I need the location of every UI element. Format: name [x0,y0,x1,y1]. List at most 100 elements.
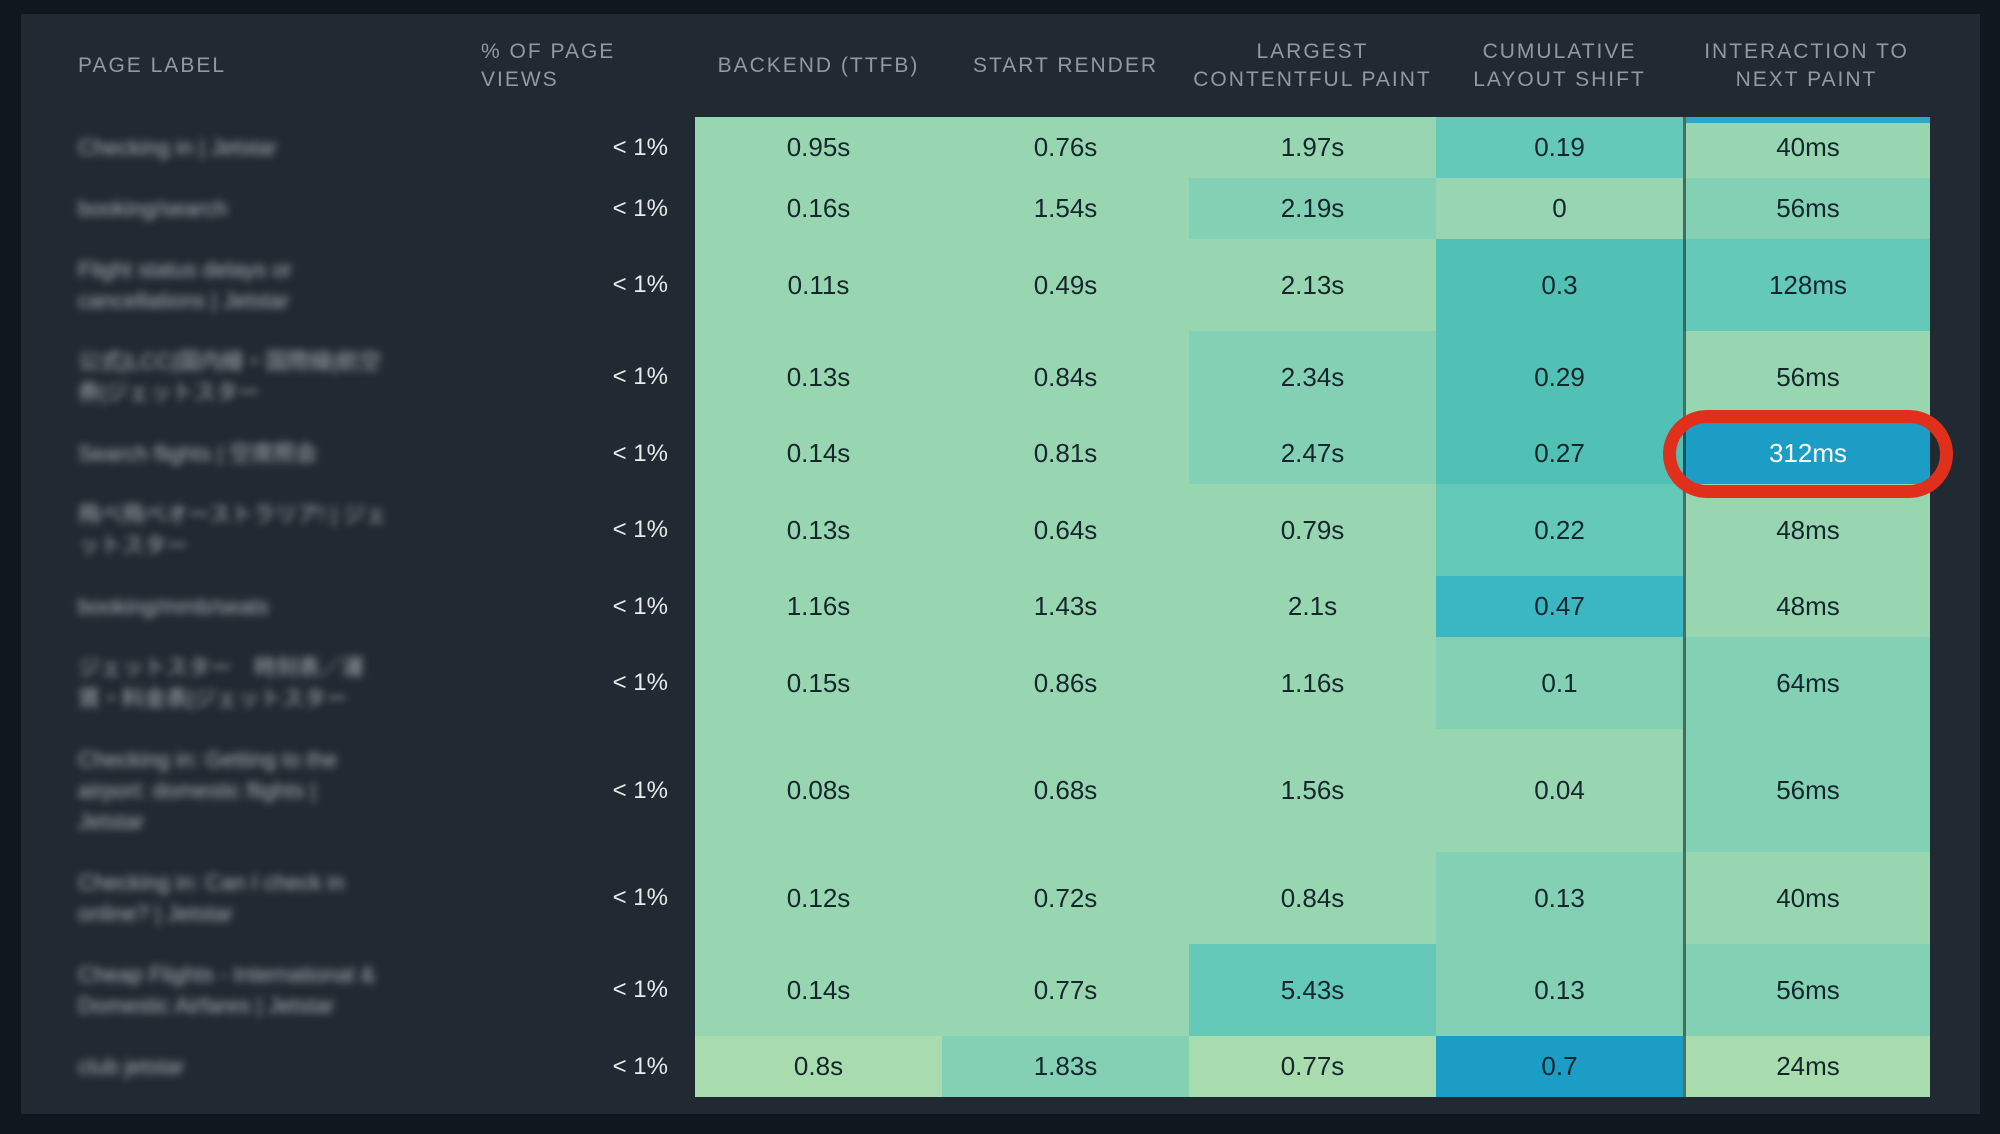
cell-start-render[interactable]: 0.76s [942,117,1189,178]
cell-ttfb[interactable]: 0.8s [695,1036,942,1097]
metric-cells: 0.13s 0.84s 2.34s 0.29 56ms [695,331,1930,423]
cell-inp[interactable]: 128ms [1683,239,1930,331]
metric-value: 0.8s [793,1051,844,1081]
column-header-largest-contentful-paint[interactable]: LARGEST CONTENTFUL PAINT [1193,39,1432,91]
column-header-cumulative-layout-shift[interactable]: CUMULATIVE LAYOUT SHIFT [1473,39,1646,91]
cell-start-render[interactable]: 0.84s [942,331,1189,423]
cell-ttfb[interactable]: 0.11s [695,239,942,331]
cell-inp[interactable]: 312ms [1663,410,1953,498]
cell-cls[interactable]: 0.27 [1436,423,1683,484]
page-label[interactable]: booking/mmb/seats [78,594,269,619]
cell-start-render[interactable]: 1.83s [942,1036,1189,1097]
cell-cls[interactable]: 0.1 [1436,637,1683,729]
cell-inp[interactable]: 56ms [1683,331,1930,423]
page-label[interactable]: 飛べ飛べオーストラリア! | ジェットスター [78,502,387,558]
metric-value: 0.79s [1280,514,1345,545]
cell-ttfb[interactable]: 0.08s [695,729,942,852]
cell-inp[interactable]: 48ms [1683,484,1930,576]
page-label[interactable]: Checking in: Getting to the airport: dom… [78,747,338,834]
cell-lcp[interactable]: 0.84s [1189,852,1436,944]
column-header-pct-of-page-views[interactable]: % OF PAGE VIEWS [481,39,616,91]
cell-ttfb[interactable]: 0.13s [695,484,942,576]
cell-lcp[interactable]: 2.34s [1189,331,1436,423]
metric-value: 0.19 [1534,132,1585,162]
cell-lcp[interactable]: 1.56s [1189,729,1436,852]
metric-value: 1.83s [1033,1051,1098,1081]
table-row: 飛べ飛べオーストラリア! | ジェットスター < 1% 0.13s 0.64s … [21,484,1980,576]
cell-start-render[interactable]: 1.43s [942,576,1189,637]
cell-cls[interactable]: 0.22 [1436,484,1683,576]
table-row: Checking in: Getting to the airport: dom… [21,729,1980,852]
page-label[interactable]: Checking in: Can I check in online? | Je… [78,870,345,926]
cell-inp[interactable]: 24ms [1683,1036,1930,1097]
cell-start-render[interactable]: 0.72s [942,852,1189,944]
page-label[interactable]: Checking in | Jetstar [78,135,277,160]
cell-cls[interactable]: 0 [1436,178,1683,239]
page-label[interactable]: ジェットスター 時刻表／運賃・料金表|ジェットスター [78,655,365,711]
metric-value: 0.72s [1033,882,1098,913]
column-header-interaction-to-next-paint[interactable]: INTERACTION TO NEXT PAINT [1704,39,1909,91]
page-label[interactable]: Search flights | 空席照会 [78,441,318,466]
cell-lcp[interactable]: 2.13s [1189,239,1436,331]
metric-value: 312ms [1768,438,1848,468]
cell-inp[interactable]: 48ms [1683,576,1930,637]
cell-cls[interactable]: 0.13 [1436,944,1683,1036]
cell-ttfb[interactable]: 0.13s [695,331,942,423]
cell-cls[interactable]: 0.19 [1436,117,1683,178]
metric-value: 64ms [1776,667,1840,698]
page-label[interactable]: 公式|LCC|国内線・国際線|航空券|ジェットスター [78,349,382,405]
cell-inp[interactable]: 56ms [1683,178,1930,239]
page-label[interactable]: Flight status delays or cancellations | … [78,257,292,313]
cell-cls[interactable]: 0.47 [1436,576,1683,637]
page-label[interactable]: Cheap Flights - International & Domestic… [78,962,376,1018]
cell-ttfb[interactable]: 0.16s [695,178,942,239]
metric-value: 2.19s [1280,193,1345,223]
cell-start-render[interactable]: 0.49s [942,239,1189,331]
cell-ttfb[interactable]: 0.12s [695,852,942,944]
cell-inp[interactable]: 56ms [1683,729,1930,852]
cell-start-render[interactable]: 0.86s [942,637,1189,729]
cell-start-render[interactable]: 0.68s [942,729,1189,852]
cell-start-render[interactable]: 1.54s [942,178,1189,239]
cell-cls[interactable]: 0.04 [1436,729,1683,852]
cell-inp[interactable]: 40ms [1683,117,1930,178]
metric-value: 0.12s [786,882,851,913]
cell-lcp[interactable]: 2.19s [1189,178,1436,239]
metric-value: 0.86s [1033,667,1098,698]
cell-cls[interactable]: 0.29 [1436,331,1683,423]
cell-cls[interactable]: 0.3 [1436,239,1683,331]
cell-lcp[interactable]: 1.16s [1189,637,1436,729]
cell-ttfb[interactable]: 1.16s [695,576,942,637]
cell-ttfb[interactable]: 0.15s [695,637,942,729]
cell-start-render[interactable]: 0.81s [942,423,1189,484]
pct-of-page-views-value: < 1% [612,884,668,911]
cell-ttfb[interactable]: 0.95s [695,117,942,178]
cell-lcp[interactable]: 0.77s [1189,1036,1436,1097]
cell-ttfb[interactable]: 0.14s [695,944,942,1036]
column-header-backend-ttfb[interactable]: BACKEND (TTFB) [717,53,920,77]
cell-start-render[interactable]: 0.64s [942,484,1189,576]
cell-lcp[interactable]: 1.97s [1189,117,1436,178]
cell-lcp[interactable]: 0.79s [1189,484,1436,576]
column-header-page-label[interactable]: PAGE LABEL [78,53,227,77]
cell-inp[interactable]: 56ms [1683,944,1930,1036]
cell-lcp[interactable]: 2.1s [1189,576,1436,637]
cell-cls[interactable]: 0.7 [1436,1036,1683,1097]
cell-lcp[interactable]: 5.43s [1189,944,1436,1036]
cell-ttfb[interactable]: 0.14s [695,423,942,484]
cell-inp[interactable]: 40ms [1683,852,1930,944]
metric-value: 48ms [1776,514,1840,545]
metric-value: 0.16s [786,193,851,223]
table-header: PAGE LABEL % OF PAGE VIEWS BACKEND (TTFB… [21,14,1980,117]
cell-inp[interactable]: 64ms [1683,637,1930,729]
page-label[interactable]: booking/search [78,196,228,221]
cell-start-render[interactable]: 0.77s [942,944,1189,1036]
metric-value: 0.77s [1280,1051,1345,1081]
cell-lcp[interactable]: 2.47s [1189,423,1436,484]
column-header-start-render[interactable]: START RENDER [972,53,1159,77]
page-label[interactable]: club jetstar [78,1054,185,1079]
metric-value: 40ms [1776,882,1840,913]
cell-cls[interactable]: 0.13 [1436,852,1683,944]
metric-value: 0.76s [1033,132,1098,162]
metric-value: 0.84s [1033,361,1098,392]
